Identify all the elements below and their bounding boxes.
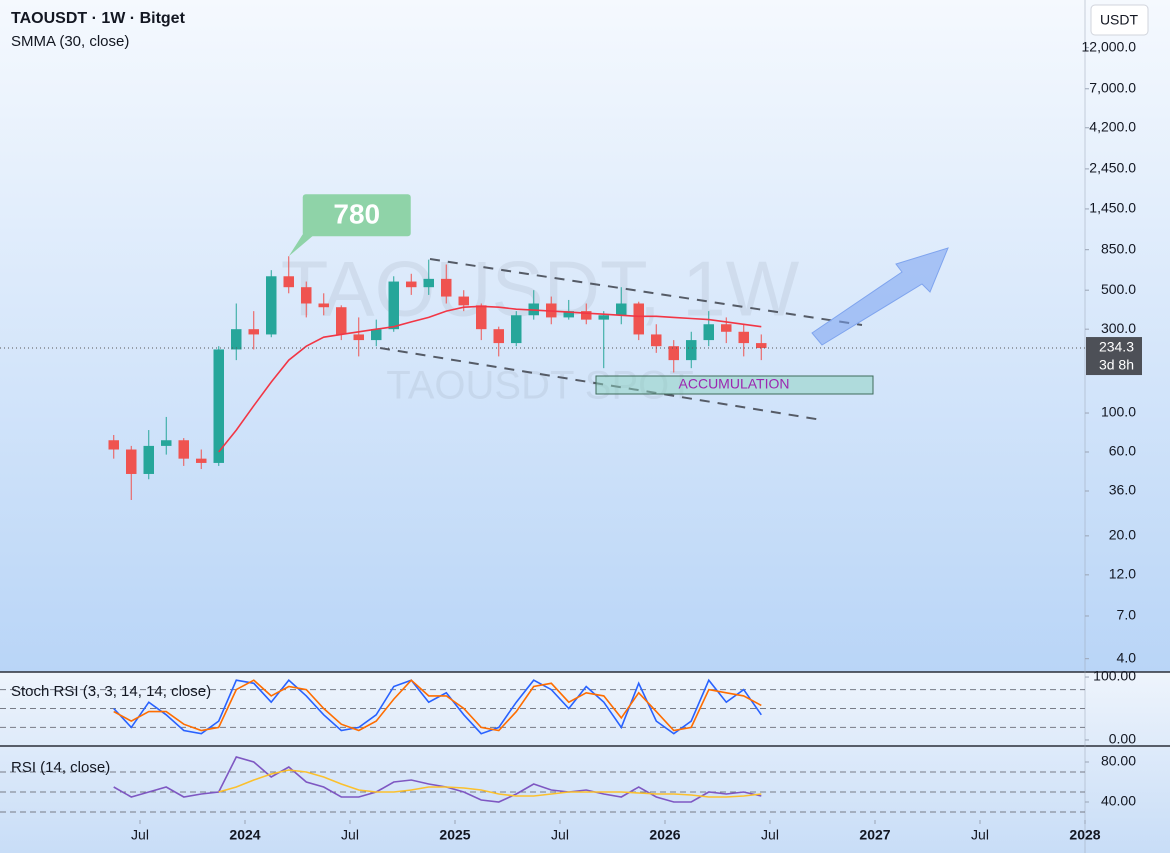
y-tick-label: 20.0 xyxy=(1109,527,1136,543)
candle-body xyxy=(598,315,609,320)
callout-pointer xyxy=(288,234,315,257)
callout-box xyxy=(302,194,411,237)
candle-body xyxy=(231,329,242,350)
x-tick-label: 2028 xyxy=(1069,827,1100,843)
trend-arrow xyxy=(811,247,949,346)
y-tick-label: 7,000.0 xyxy=(1089,79,1136,95)
y-tick-label: 100.0 xyxy=(1101,404,1136,420)
candle-body xyxy=(283,276,294,288)
y-tick-label: 60.0 xyxy=(1109,443,1136,459)
candle-body xyxy=(633,303,644,335)
candle-body xyxy=(738,331,749,344)
candle-body xyxy=(213,349,224,463)
channel-upper xyxy=(429,258,863,326)
x-tick-label: Jul xyxy=(341,827,359,843)
candle-body xyxy=(616,303,627,316)
rsi-title: RSI (14, close) xyxy=(11,759,110,776)
candle-body xyxy=(196,458,207,463)
candle-body xyxy=(686,340,697,361)
candle-body xyxy=(703,324,714,341)
x-tick-label: 2025 xyxy=(439,827,470,843)
y-tick-label: 500.0 xyxy=(1101,281,1136,297)
candle-body xyxy=(581,311,592,320)
y-tick-label: 850.0 xyxy=(1101,240,1136,256)
candle-body xyxy=(423,278,434,288)
candle-body xyxy=(161,440,172,446)
candle-body xyxy=(266,276,277,335)
candle-body xyxy=(336,307,347,335)
series-line xyxy=(218,305,762,453)
y-tick-label: 4.0 xyxy=(1117,649,1137,665)
candle-body xyxy=(318,303,329,308)
candle-body xyxy=(721,324,732,332)
last-price-label: 234.3 xyxy=(1099,339,1134,355)
y-tick-label: 40.00 xyxy=(1101,793,1136,809)
candle-body xyxy=(178,440,189,459)
candle-body xyxy=(441,278,452,297)
series-line xyxy=(113,756,762,803)
y-tick-label: 100.00 xyxy=(1093,668,1136,684)
candle-body xyxy=(388,281,399,330)
accumulation-label: ACCUMULATION xyxy=(679,376,790,392)
candle-body xyxy=(563,311,574,318)
candle-body xyxy=(301,287,312,304)
y-tick-label: 36.0 xyxy=(1109,482,1136,498)
candle-body xyxy=(458,296,469,306)
series-line xyxy=(113,679,762,732)
x-tick-label: 2026 xyxy=(649,827,680,843)
x-tick-label: 2027 xyxy=(859,827,890,843)
y-tick-label: 1,450.0 xyxy=(1089,200,1136,216)
main-pane xyxy=(0,0,1170,672)
candle-body xyxy=(476,305,487,330)
x-tick-label: Jul xyxy=(551,827,569,843)
candle-body xyxy=(248,329,259,335)
candle-body xyxy=(511,315,522,344)
candle-body xyxy=(353,334,364,341)
series-line xyxy=(218,769,762,798)
candle-body xyxy=(651,334,662,347)
y-tick-label: 12.0 xyxy=(1109,566,1136,582)
y-tick-label: 4,200.0 xyxy=(1089,118,1136,134)
watermark: TAOUSDT, 1W xyxy=(281,245,800,333)
candle-body xyxy=(371,329,382,341)
countdown-label: 3d 8h xyxy=(1099,357,1134,373)
chart-title: TAOUSDT · 1W · Bitget xyxy=(11,10,186,27)
y-tick-label: 12,000.0 xyxy=(1082,38,1137,54)
candle-body xyxy=(756,343,767,349)
y-tick-label: 7.0 xyxy=(1117,607,1137,623)
accumulation-box xyxy=(595,375,874,395)
candle-body xyxy=(126,449,137,474)
y-tick-label: 300.0 xyxy=(1101,320,1136,336)
plot-layer: 780 xyxy=(0,194,1085,813)
series-line xyxy=(113,678,762,735)
y-tick-label: 2,450.0 xyxy=(1089,160,1136,176)
currency-button[interactable] xyxy=(1090,4,1149,36)
x-tick-label: Jul xyxy=(131,827,149,843)
last-price-box xyxy=(1086,337,1142,376)
candle-body xyxy=(493,329,504,344)
candle-body xyxy=(108,440,119,450)
y-tick-label: 0.00 xyxy=(1109,731,1136,747)
chart-subtitle: SMMA (30, close) xyxy=(11,33,129,50)
stoch-title: Stoch RSI (3, 3, 14, 14, close) xyxy=(11,683,211,700)
x-tick-label: 2024 xyxy=(229,827,260,843)
candle-body xyxy=(668,346,679,361)
y-tick-label: 80.00 xyxy=(1101,753,1136,769)
x-tick-label: Jul xyxy=(971,827,989,843)
indicator-panes xyxy=(0,672,1170,853)
callout-label: 780 xyxy=(333,199,380,230)
candle-body xyxy=(143,445,154,474)
candle-body xyxy=(406,281,417,288)
currency-label[interactable]: USDT xyxy=(1100,12,1139,28)
x-tick-label: Jul xyxy=(761,827,779,843)
